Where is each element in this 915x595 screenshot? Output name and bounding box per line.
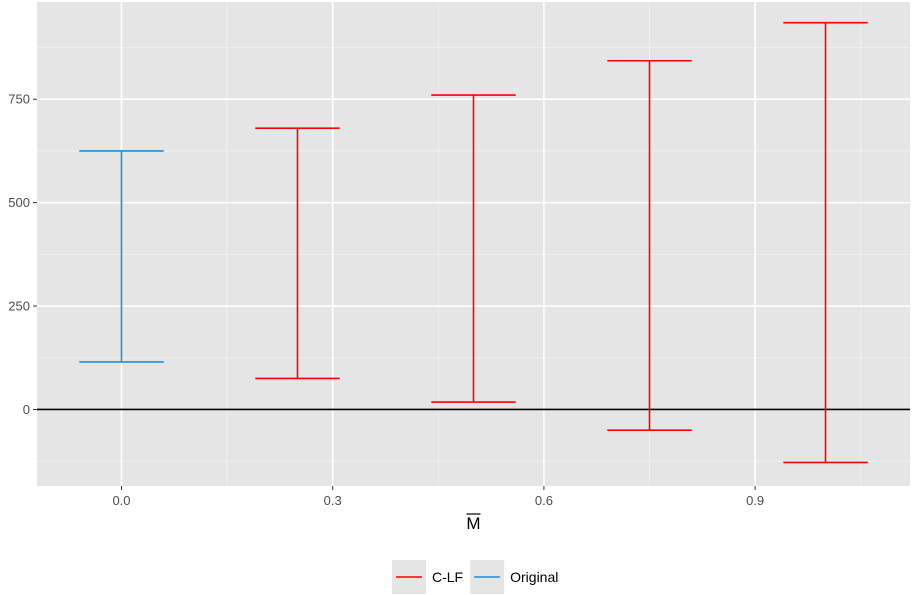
legend-item: Original <box>470 560 558 594</box>
x-tick-label: 0.3 <box>324 493 342 508</box>
x-axis: 0.0 0.3 0.6 0.9 <box>112 486 764 508</box>
x-axis-title-group: M <box>466 513 481 533</box>
error-bar <box>431 94 516 403</box>
error-bar <box>79 150 164 363</box>
x-axis-title: M <box>466 514 480 533</box>
error-bars <box>79 21 868 464</box>
x-tick-label: 0.9 <box>746 493 764 508</box>
y-tick-label: 250 <box>8 299 30 314</box>
legend-label: Original <box>510 569 558 585</box>
legend: C-LF Original <box>392 560 558 594</box>
y-tick-label: 750 <box>8 92 30 107</box>
legend-label: C-LF <box>432 569 463 585</box>
y-tick-label: 500 <box>8 195 30 210</box>
y-axis: 0 250 500 750 <box>8 92 37 417</box>
error-bar <box>607 59 692 431</box>
legend-item: C-LF <box>392 560 463 594</box>
error-bar <box>783 21 868 464</box>
x-tick-label: 0.6 <box>535 493 553 508</box>
error-bar <box>255 127 340 380</box>
x-tick-label: 0.0 <box>112 493 130 508</box>
y-tick-label: 0 <box>23 402 30 417</box>
